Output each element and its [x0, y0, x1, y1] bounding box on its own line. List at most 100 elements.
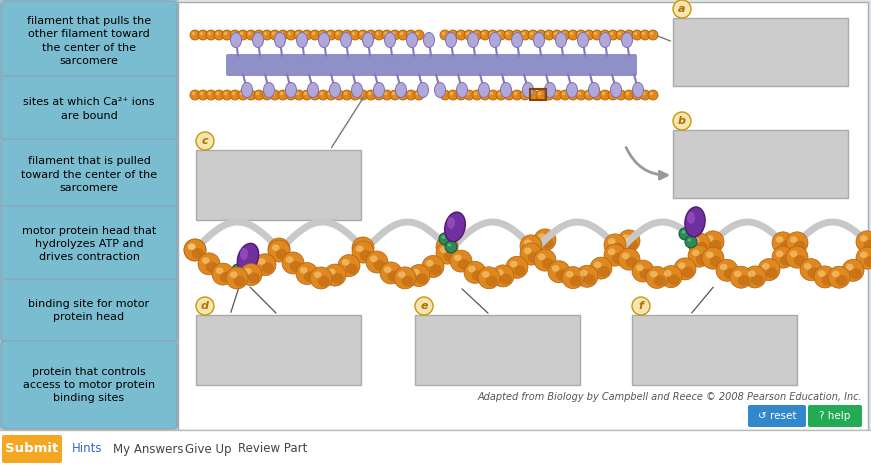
- Ellipse shape: [682, 229, 694, 240]
- Circle shape: [334, 90, 344, 100]
- Ellipse shape: [394, 211, 416, 233]
- Circle shape: [326, 30, 336, 40]
- Circle shape: [608, 30, 618, 40]
- Text: b: b: [678, 116, 686, 126]
- Ellipse shape: [384, 266, 392, 273]
- Circle shape: [537, 92, 541, 95]
- Ellipse shape: [366, 227, 388, 249]
- FancyBboxPatch shape: [748, 405, 806, 427]
- Ellipse shape: [341, 228, 349, 235]
- Ellipse shape: [599, 32, 611, 47]
- Ellipse shape: [233, 220, 246, 231]
- Ellipse shape: [352, 83, 362, 97]
- Circle shape: [382, 30, 392, 40]
- Circle shape: [562, 92, 565, 95]
- Ellipse shape: [604, 244, 626, 266]
- Ellipse shape: [329, 83, 341, 97]
- Circle shape: [552, 90, 562, 100]
- Ellipse shape: [548, 217, 570, 239]
- Ellipse shape: [253, 32, 264, 47]
- Ellipse shape: [268, 238, 290, 260]
- Ellipse shape: [842, 219, 864, 241]
- Ellipse shape: [556, 269, 568, 281]
- Circle shape: [310, 90, 320, 100]
- Ellipse shape: [622, 252, 630, 259]
- Circle shape: [342, 90, 352, 100]
- Circle shape: [256, 32, 260, 35]
- Ellipse shape: [534, 32, 544, 47]
- Ellipse shape: [660, 212, 682, 235]
- Ellipse shape: [534, 249, 556, 271]
- Circle shape: [392, 32, 395, 35]
- Circle shape: [366, 90, 376, 100]
- Ellipse shape: [846, 264, 854, 270]
- Circle shape: [520, 30, 530, 40]
- Ellipse shape: [231, 32, 241, 47]
- Ellipse shape: [415, 274, 428, 284]
- Text: protein that controls
access to motor protein
binding sites: protein that controls access to motor pr…: [23, 367, 155, 403]
- Ellipse shape: [464, 217, 486, 239]
- Ellipse shape: [296, 263, 318, 284]
- Ellipse shape: [800, 258, 822, 281]
- Ellipse shape: [580, 217, 588, 224]
- Circle shape: [602, 32, 605, 35]
- Circle shape: [618, 32, 621, 35]
- Ellipse shape: [341, 259, 349, 266]
- Ellipse shape: [450, 250, 472, 272]
- Circle shape: [625, 92, 629, 95]
- Ellipse shape: [660, 266, 682, 288]
- Ellipse shape: [244, 268, 252, 274]
- Text: Adapted from Biology by Campbell and Reece © 2008 Pearson Education, Inc.: Adapted from Biology by Campbell and Ree…: [477, 392, 862, 402]
- Ellipse shape: [402, 276, 414, 287]
- Circle shape: [464, 30, 474, 40]
- Circle shape: [640, 30, 650, 40]
- Circle shape: [264, 32, 267, 35]
- Circle shape: [488, 30, 498, 40]
- Circle shape: [384, 32, 388, 35]
- Ellipse shape: [238, 243, 259, 273]
- FancyBboxPatch shape: [0, 0, 178, 432]
- Circle shape: [238, 90, 248, 100]
- Circle shape: [440, 90, 450, 100]
- Circle shape: [600, 30, 610, 40]
- Circle shape: [560, 90, 570, 100]
- Ellipse shape: [219, 224, 232, 235]
- Circle shape: [199, 92, 203, 95]
- Ellipse shape: [240, 214, 262, 236]
- Ellipse shape: [776, 251, 784, 257]
- Circle shape: [480, 90, 490, 100]
- Circle shape: [554, 32, 557, 35]
- Ellipse shape: [468, 221, 476, 227]
- Circle shape: [632, 90, 642, 100]
- Ellipse shape: [520, 235, 542, 257]
- Text: f: f: [638, 301, 644, 311]
- Ellipse shape: [556, 226, 568, 237]
- Ellipse shape: [577, 32, 589, 47]
- Ellipse shape: [341, 32, 352, 47]
- Circle shape: [375, 92, 379, 95]
- Ellipse shape: [650, 271, 658, 277]
- Ellipse shape: [202, 257, 210, 264]
- Ellipse shape: [688, 233, 710, 255]
- Circle shape: [642, 92, 645, 95]
- Circle shape: [262, 90, 272, 100]
- Circle shape: [312, 92, 315, 95]
- Ellipse shape: [307, 83, 319, 97]
- Ellipse shape: [412, 218, 420, 225]
- Circle shape: [246, 90, 256, 100]
- Ellipse shape: [611, 243, 624, 254]
- Ellipse shape: [719, 264, 727, 270]
- Ellipse shape: [514, 265, 526, 276]
- Ellipse shape: [492, 213, 514, 235]
- Ellipse shape: [184, 239, 206, 261]
- Ellipse shape: [198, 225, 220, 247]
- Circle shape: [679, 228, 691, 240]
- Circle shape: [448, 30, 458, 40]
- Circle shape: [496, 90, 506, 100]
- Circle shape: [546, 32, 550, 35]
- Circle shape: [287, 32, 291, 35]
- Ellipse shape: [318, 220, 330, 231]
- Ellipse shape: [692, 250, 699, 256]
- Ellipse shape: [468, 32, 478, 47]
- Circle shape: [232, 92, 235, 95]
